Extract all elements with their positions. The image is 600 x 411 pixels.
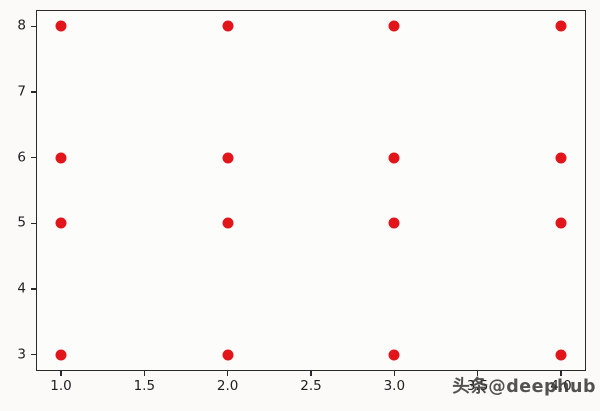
data-point — [222, 217, 234, 229]
data-point — [555, 217, 567, 229]
y-tick-label: 4 — [17, 280, 26, 297]
y-tick-mark — [31, 91, 36, 93]
y-tick-mark — [31, 222, 36, 224]
x-tick-label: 3.5 — [466, 378, 489, 394]
watermark: 头条@deephub — [452, 377, 596, 397]
x-tick-label: 1.5 — [133, 378, 156, 394]
x-tick-label: 2.5 — [300, 378, 322, 394]
data-point — [555, 349, 567, 361]
data-point — [555, 20, 567, 32]
data-point — [55, 349, 67, 361]
x-tick-label: 1.0 — [50, 378, 72, 394]
y-tick-mark — [31, 156, 36, 159]
y-tick-mark — [31, 25, 36, 28]
data-point — [55, 152, 67, 164]
x-tick-label: 2.0 — [216, 378, 239, 394]
data-point — [222, 349, 234, 361]
x-tick-mark — [560, 371, 562, 376]
data-point — [388, 217, 400, 229]
x-tick-label: 4.0 — [550, 378, 572, 394]
data-point — [55, 217, 67, 229]
y-tick-mark — [31, 288, 36, 290]
plot-area — [36, 10, 586, 371]
x-tick-mark — [226, 371, 229, 376]
y-tick-label: 3 — [17, 345, 26, 362]
data-point — [388, 349, 400, 361]
x-tick-mark — [476, 371, 479, 376]
data-point — [55, 20, 67, 32]
x-tick-mark — [310, 371, 312, 376]
x-tick-mark — [60, 371, 62, 376]
y-tick-label: 6 — [17, 148, 26, 165]
x-tick-mark — [393, 371, 396, 376]
y-tick-mark — [31, 353, 36, 356]
data-point — [555, 152, 567, 164]
data-point — [388, 20, 400, 32]
data-point — [222, 20, 234, 32]
y-tick-label: 5 — [17, 214, 26, 231]
y-tick-label: 7 — [17, 83, 26, 100]
data-point — [388, 152, 400, 164]
x-tick-mark — [143, 371, 146, 376]
data-point — [222, 152, 234, 164]
y-tick-label: 8 — [17, 17, 26, 34]
x-tick-label: 3.0 — [383, 378, 406, 394]
